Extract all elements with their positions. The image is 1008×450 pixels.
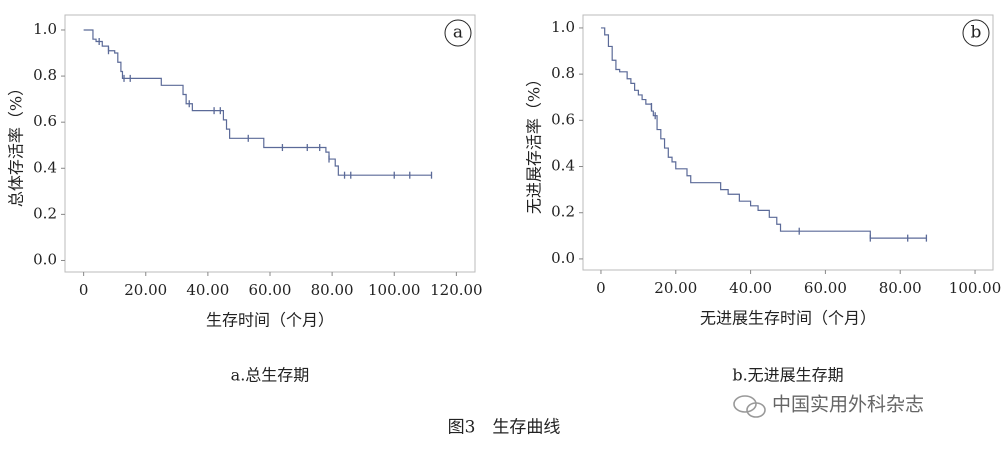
plot-frame	[582, 14, 994, 271]
y-tick-label: 0.6	[551, 110, 575, 128]
y-tick-label: 0.6	[33, 112, 57, 130]
x-tick-label: 120.00	[430, 281, 483, 299]
x-tick-label: 0	[79, 281, 89, 299]
panel-badge	[962, 19, 990, 47]
survival-curve	[600, 27, 927, 239]
y-tick-label: 0.2	[33, 204, 57, 222]
x-tick-label: 60.00	[804, 279, 847, 297]
x-axis-label: 生存时间（个月）	[206, 311, 334, 330]
y-tick-label: 0.4	[33, 158, 57, 176]
x-tick-label: 40.00	[729, 279, 772, 297]
x-tick-label: 80.00	[311, 281, 354, 299]
x-tick-label: 100.00	[368, 281, 421, 299]
y-tick-label: 0.0	[551, 249, 575, 267]
watermark-icon	[733, 395, 766, 418]
panel-label: b	[971, 23, 982, 43]
y-tick-label: 0.0	[33, 250, 57, 268]
y-tick-label: 0.8	[551, 64, 575, 82]
x-tick-label: 100.00	[949, 279, 1002, 297]
y-tick-label: 0.8	[33, 66, 57, 84]
y-tick-label: 0.4	[551, 157, 575, 175]
y-tick-label: 1.0	[551, 18, 575, 36]
y-axis-label: 无进展存活率（%）	[525, 71, 544, 214]
panel-caption: a.总生存期	[231, 366, 310, 385]
watermark: 中国实用外科杂志	[772, 394, 924, 416]
plot-frame	[64, 14, 476, 273]
panel-caption: b.无进展生存期	[732, 366, 843, 385]
panel-label: a	[453, 23, 463, 43]
x-tick-label: 20.00	[654, 279, 697, 297]
x-axis-label: 无进展生存时间（个月）	[700, 309, 876, 328]
y-tick-label: 1.0	[33, 20, 57, 38]
x-tick-label: 20.00	[124, 281, 167, 299]
x-tick-label: 60.00	[249, 281, 292, 299]
y-axis-label: 总体存活率（%）	[7, 80, 26, 207]
x-tick-label: 80.00	[879, 279, 922, 297]
x-tick-label: 40.00	[186, 281, 229, 299]
survival-curve	[83, 29, 432, 176]
x-tick-label: 0	[596, 279, 606, 297]
figure-caption: 图3 生存曲线	[448, 418, 561, 438]
y-tick-label: 0.2	[551, 203, 575, 221]
panel-badge	[444, 19, 472, 47]
